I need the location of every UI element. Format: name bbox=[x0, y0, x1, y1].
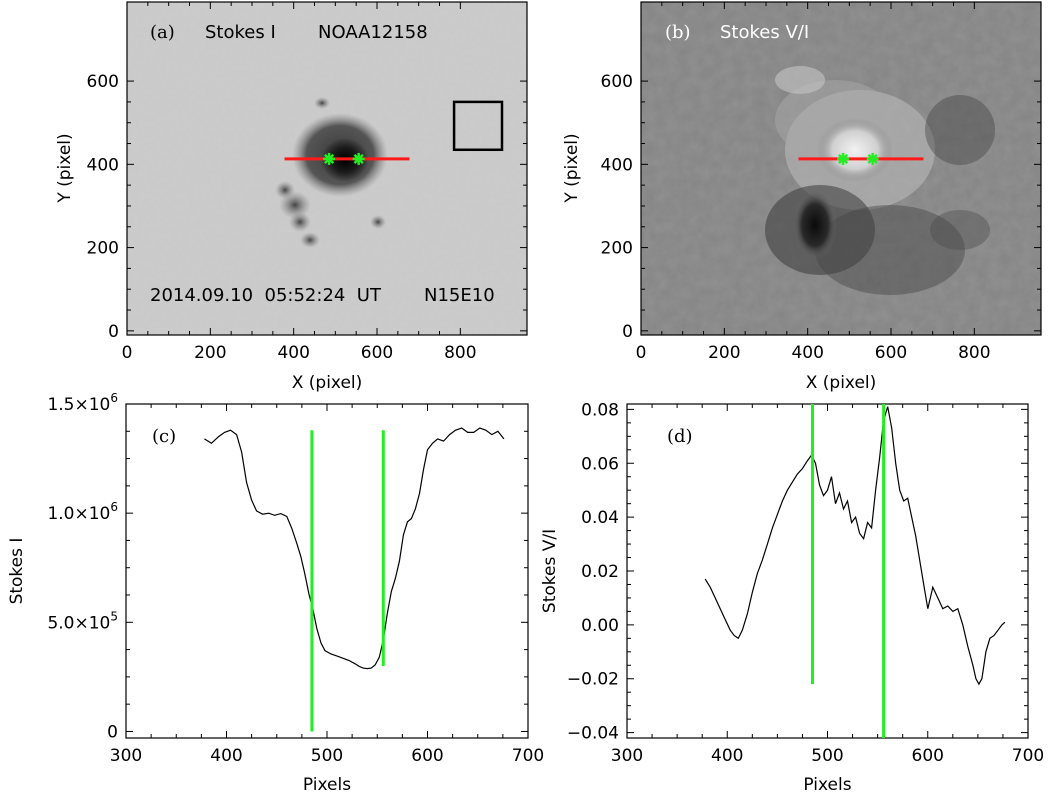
panel-a-xtick-label: 800 bbox=[444, 343, 476, 363]
panel-c-ytick-label: 5.0×105 bbox=[47, 609, 118, 633]
panel-c-xtick-label: 400 bbox=[210, 746, 242, 766]
panel-d-xlabel: Pixels bbox=[803, 775, 851, 795]
panel-b-ytick-label: 400 bbox=[601, 155, 633, 175]
panel-a-xlabel: X (pixel) bbox=[292, 373, 363, 393]
panel-a-ylabel: Y (pixel) bbox=[55, 133, 75, 203]
panel-a-title: Stokes I bbox=[205, 22, 276, 43]
panel-d-xtick-label: 500 bbox=[811, 746, 843, 766]
panel-a-location: N15E10 bbox=[424, 285, 495, 306]
panel-b-frame bbox=[640, 1, 1042, 336]
panel-c-frame bbox=[125, 403, 529, 739]
panel-c-xlabel: Pixels bbox=[303, 775, 351, 795]
panel-c-ytick-label: 1.0×106 bbox=[47, 500, 118, 524]
panel-b-ytick-label: 600 bbox=[601, 72, 633, 92]
panel-b-asterisk-marker bbox=[866, 152, 879, 165]
panel-d-ytick-label: 0.04 bbox=[581, 508, 619, 528]
panel-d-stokes-vi-profile: 300 400 500 600 700 −0.04 −0.02 0.00 0.02 0.04 0.0… bbox=[540, 400, 1044, 795]
panel-a-quiet-sun-box bbox=[452, 100, 504, 152]
panel-b-title: Stokes V/I bbox=[720, 22, 809, 43]
panel-a-xtick-label: 200 bbox=[194, 343, 226, 363]
panel-b-xtick-label: 800 bbox=[958, 343, 990, 363]
panel-a-ytick-label: 0 bbox=[108, 322, 119, 342]
panel-b-label: (b) bbox=[665, 22, 691, 43]
panel-a-xtick-label: 400 bbox=[277, 343, 309, 363]
panel-a-ytick-label: 600 bbox=[87, 72, 119, 92]
panel-d-profile-line bbox=[704, 406, 1006, 686]
panel-b-ytick-label: 200 bbox=[601, 239, 633, 259]
panel-b-xtick-label: 0 bbox=[636, 343, 647, 363]
panel-c-ytick-label: 0 bbox=[107, 722, 118, 742]
panel-c-label: (c) bbox=[152, 426, 176, 447]
panel-c-xtick-label: 300 bbox=[110, 746, 142, 766]
panel-c-ytick-label: 1.5×106 bbox=[47, 391, 118, 415]
panel-d-ytick-label: −0.02 bbox=[567, 670, 619, 690]
panel-a-asterisk-marker bbox=[323, 152, 336, 165]
panel-c-xtick-label: 700 bbox=[512, 746, 544, 766]
panel-b-xlabel: X (pixel) bbox=[806, 373, 877, 393]
panel-a-image bbox=[127, 2, 527, 335]
panel-d-xtick-label: 300 bbox=[611, 746, 643, 766]
panel-b-asterisk-marker bbox=[837, 152, 850, 165]
panel-d-ytick-label: 0.08 bbox=[581, 400, 619, 420]
panel-d-ytick-label: −0.04 bbox=[567, 724, 619, 744]
panel-c-profile-line bbox=[204, 427, 505, 670]
panel-a-xtick-label: 0 bbox=[122, 343, 133, 363]
panel-b-ylabel: Y (pixel) bbox=[562, 133, 582, 203]
panel-a-stokes-i-map: (a) Stokes I NOAA12158 2014.09.10 05:52:… bbox=[55, 1, 528, 393]
panel-a-region: NOAA12158 bbox=[318, 22, 428, 43]
panel-b-ytick-label: 0 bbox=[622, 322, 633, 342]
panel-b-image bbox=[641, 2, 1041, 335]
panel-d-label: (d) bbox=[667, 426, 693, 447]
panel-b-xtick-label: 200 bbox=[708, 343, 740, 363]
panel-b-xtick-label: 400 bbox=[791, 343, 823, 363]
panel-d-xtick-label: 600 bbox=[912, 746, 944, 766]
panel-a-label: (a) bbox=[150, 22, 175, 43]
panel-d-xtick-label: 400 bbox=[711, 746, 743, 766]
panel-a-xtick-label: 600 bbox=[361, 343, 393, 363]
panel-a-ytick-label: 400 bbox=[87, 155, 119, 175]
panel-d-xtick-label: 700 bbox=[1012, 746, 1044, 766]
panel-d-ytick-label: 0.02 bbox=[581, 562, 619, 582]
panel-c-stokes-i-profile: 300 400 500 600 700 0 5.0×105 1.0×106 1.5×106 Pix… bbox=[7, 391, 544, 795]
panel-a-frame bbox=[126, 1, 528, 336]
panel-d-frame bbox=[626, 403, 1029, 739]
panel-d-ytick-label: 0.00 bbox=[581, 616, 619, 636]
panel-b-xtick-label: 600 bbox=[875, 343, 907, 363]
panel-b-stokes-vi-map: (b) Stokes V/I 0 200 400 600 800 0 200 400 600 X… bbox=[562, 1, 1042, 393]
panel-d-ytick-label: 0.06 bbox=[581, 454, 619, 474]
panel-a-timestamp: 2014.09.10 05:52:24 UT bbox=[150, 285, 382, 306]
panel-c-xtick-label: 500 bbox=[311, 746, 343, 766]
panel-c-ylabel: Stokes I bbox=[7, 538, 27, 605]
panel-a-ytick-label: 200 bbox=[87, 239, 119, 259]
panel-d-ylabel: Stokes V/I bbox=[540, 529, 560, 613]
panel-c-xtick-label: 600 bbox=[411, 746, 443, 766]
panel-a-asterisk-marker bbox=[352, 152, 365, 165]
